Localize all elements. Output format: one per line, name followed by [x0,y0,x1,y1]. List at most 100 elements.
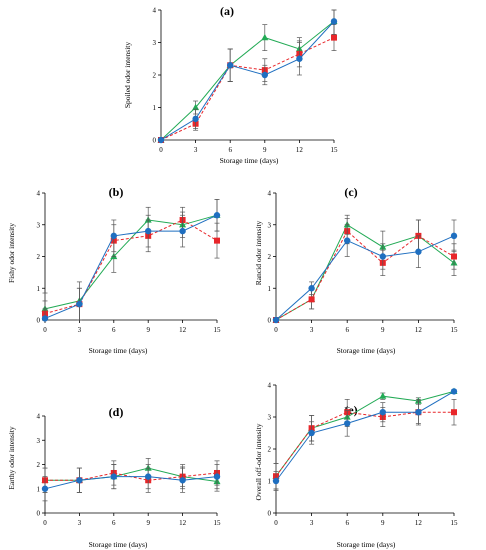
panel-b-x-tick-label: 15 [214,326,222,334]
panel-a-triangle-series-line [160,21,335,141]
panel-c-y-tick-label: 4 [268,190,272,198]
panel-a-triangle-point [261,33,269,41]
panel-b-square-series-line [44,219,218,315]
panel-e-circle-series-line [275,390,455,482]
panel-a-y-axis-title: Spoiled odor intensity [123,42,132,108]
panel-a-circle-point [330,18,338,25]
panel-a-x-tick-label: 0 [159,146,163,154]
panel-c-circle-point [272,316,280,324]
panel-a-circle-point [192,115,199,123]
panel-e-x-axis-title: Storage time (days) [337,540,396,549]
panel-e-circle-point [450,388,458,395]
panel-b-triangle-series-line [44,214,218,310]
panel-b-circle-point [76,300,83,308]
panel-c-x-tick-label: 15 [451,326,459,334]
panel-c-x-tick-label: 9 [381,326,385,334]
panel-b-x-tick-label: 0 [43,326,47,334]
panel-c-square-series-line [275,230,455,321]
panel-a-circle-point [296,55,303,62]
panel-a-x-tick-label: 15 [331,146,339,154]
panel-c-label: (c) [344,185,357,199]
panel-a-square-series-line [160,37,335,141]
panel-e-circle-point [272,477,280,485]
panel-e-x-tick-label: 3 [310,519,314,527]
panel-d-circle-point [110,473,118,480]
panel-c-x-tick-label: 0 [274,326,278,334]
panel-b-y-tick-label: 4 [37,190,41,198]
panel-c-x-axis-title: Storage time (days) [337,346,396,355]
panel-a-y-tick-label: 2 [153,72,157,80]
panel-a-x-tick-label: 12 [296,146,304,154]
panel-d-y-tick-label: 1 [37,485,41,493]
panel-a-label: (a) [220,4,234,18]
panel-e-x-tick-label: 9 [381,519,385,527]
panel-a-triangle-point [192,103,200,111]
panel-e-triangle-point [379,392,387,399]
panel-d-x-tick-label: 12 [179,519,187,527]
panel-b-x-tick-label: 9 [146,326,150,334]
panel-e-circle-point [308,429,315,437]
panel-d-x-tick-label: 3 [78,519,82,527]
panel-a-circle-point [227,62,234,69]
panel-c-x-tick-label: 3 [310,326,314,334]
panel-b-circle-point [145,227,152,235]
panel-d-circle-point [145,473,152,480]
panel-b-square-point [214,237,220,244]
panel-b-x-axis-title: Storage time (days) [89,346,148,355]
panel-d-circle-point [41,485,49,492]
panel-b-label: (b) [109,185,124,199]
panel-c-triangle-series-line [275,224,455,321]
panel-b-y-axis-title: Fishy odor intensity [7,223,16,283]
panel-a-square-point [331,34,337,41]
panel-b-circle-point [179,227,186,235]
panel-e-circle-point [344,420,351,427]
panel-b-x-tick-label: 12 [179,326,187,334]
panel-a-circle-point [261,71,268,79]
panel-c-circle-point [379,253,386,260]
panel-e-y-tick-label: 2 [268,446,272,454]
panel-a-circle-point [157,136,165,144]
panel-a-y-tick-label: 0 [153,137,157,145]
panel-c-circle-point [450,232,458,240]
panel-d-circle-point [76,477,83,484]
chart-panel-c: (c) Storage time (days) Rancid odor inte… [254,185,458,355]
panel-e-x-tick-label: 0 [274,519,278,527]
panel-e-y-tick-label: 1 [268,478,272,486]
panel-a-y-tick-label: 1 [153,104,157,112]
panel-c-x-tick-label: 6 [345,326,349,334]
panel-d-x-tick-label: 0 [43,519,47,527]
panel-b-circle-point [110,232,118,240]
panel-c-circle-point [308,285,315,292]
panel-a-y-tick-label: 3 [153,39,157,47]
panel-d-circle-series-line [44,476,218,490]
panel-a-x-tick-label: 3 [194,146,198,154]
panel-c-square-point [308,296,315,303]
panel-b-y-tick-label: 0 [37,317,41,325]
panel-c-y-tick-label: 3 [268,221,272,229]
panel-b-x-tick-label: 6 [112,326,116,334]
panel-e-square-point [451,409,457,416]
panel-b-circle-point [213,212,221,219]
panel-c-circle-point [415,248,422,255]
panel-b-y-tick-label: 3 [37,221,41,229]
panel-c-y-axis-title: Rancid odor intensity [254,220,263,285]
panel-b-y-tick-label: 1 [37,285,41,293]
panel-d-x-tick-label: 6 [112,519,116,527]
panel-b-circle-series-line [44,214,218,319]
panel-d-triangle-series-line [45,467,218,482]
panel-d-y-tick-label: 3 [37,437,41,445]
panel-d-circle-point [213,473,221,480]
panel-e-y-axis-title: Overall off-odor intensity [254,423,263,500]
panel-e-y-tick-label: 0 [268,510,272,518]
panel-d-x-axis-title: Storage time (days) [89,540,148,549]
panel-d-y-tick-label: 4 [37,413,41,421]
panel-c-y-tick-label: 1 [268,285,272,293]
panel-e-triangle-series-line [275,390,455,477]
panel-c-y-tick-label: 2 [268,253,272,261]
panel-a-circle-series-line [160,21,335,141]
